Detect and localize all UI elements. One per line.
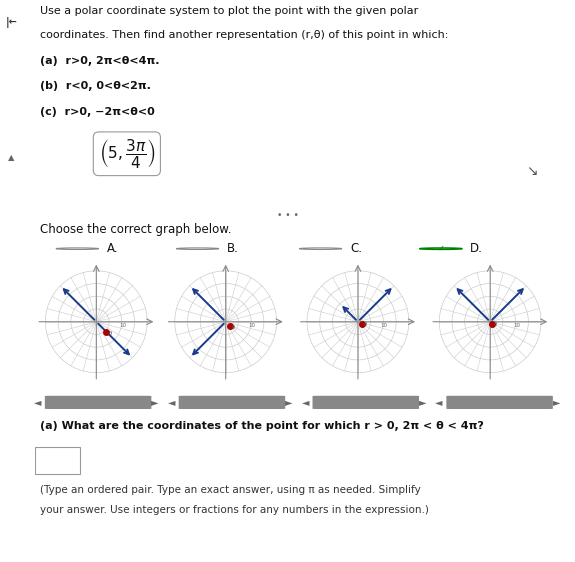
Text: D.: D. bbox=[470, 242, 483, 255]
Text: (a)  r>0, 2π<θ<4π.: (a) r>0, 2π<θ<4π. bbox=[40, 56, 159, 66]
Text: ↘: ↘ bbox=[527, 164, 538, 178]
FancyBboxPatch shape bbox=[45, 396, 151, 409]
Text: θ: θ bbox=[494, 323, 497, 328]
Circle shape bbox=[176, 248, 219, 250]
Text: Use a polar coordinate system to plot the point with the given polar: Use a polar coordinate system to plot th… bbox=[40, 6, 418, 16]
Text: C.: C. bbox=[350, 242, 362, 255]
Text: B.: B. bbox=[227, 242, 239, 255]
Text: A.: A. bbox=[107, 242, 118, 255]
Text: ◄: ◄ bbox=[34, 397, 41, 407]
Text: 10: 10 bbox=[381, 323, 388, 328]
Text: θ: θ bbox=[108, 331, 112, 336]
Text: ◄: ◄ bbox=[168, 397, 175, 407]
Text: (a) What are the coordinates of the point for which r > 0, 2π < θ < 4π?: (a) What are the coordinates of the poin… bbox=[40, 420, 484, 430]
Text: ►: ► bbox=[553, 397, 561, 407]
Text: • • •: • • • bbox=[277, 211, 298, 220]
Text: Choose the correct graph below.: Choose the correct graph below. bbox=[40, 223, 231, 235]
Text: ►: ► bbox=[419, 397, 427, 407]
FancyBboxPatch shape bbox=[34, 447, 80, 474]
Text: ▲: ▲ bbox=[8, 153, 15, 162]
Text: θ: θ bbox=[364, 323, 367, 328]
Text: θ: θ bbox=[232, 325, 235, 330]
Text: coordinates. Then find another representation (r,θ) of this point in which:: coordinates. Then find another represent… bbox=[40, 30, 449, 40]
Text: (c)  r>0, −2π<θ<0: (c) r>0, −2π<θ<0 bbox=[40, 107, 155, 117]
Text: 10: 10 bbox=[513, 323, 520, 328]
Text: ◄: ◄ bbox=[435, 397, 443, 407]
Text: ►: ► bbox=[285, 397, 293, 407]
Text: 10: 10 bbox=[119, 323, 126, 328]
Text: 10: 10 bbox=[248, 323, 255, 328]
Text: your answer. Use integers or fractions for any numbers in the expression.): your answer. Use integers or fractions f… bbox=[40, 505, 429, 515]
Text: $\left(5,\dfrac{3\pi}{4}\right)$: $\left(5,\dfrac{3\pi}{4}\right)$ bbox=[99, 137, 155, 170]
FancyBboxPatch shape bbox=[313, 396, 419, 409]
Text: ►: ► bbox=[151, 397, 159, 407]
Text: ◄: ◄ bbox=[301, 397, 309, 407]
FancyBboxPatch shape bbox=[446, 396, 553, 409]
Text: (b)  r<0, 0<θ<2π.: (b) r<0, 0<θ<2π. bbox=[40, 81, 151, 91]
Circle shape bbox=[299, 248, 342, 250]
Text: ✓: ✓ bbox=[438, 244, 444, 253]
Text: |←: |← bbox=[6, 17, 17, 28]
Text: (Type an ordered pair. Type an exact answer, using π as needed. Simplify: (Type an ordered pair. Type an exact ans… bbox=[40, 484, 420, 495]
Circle shape bbox=[420, 248, 462, 250]
Circle shape bbox=[56, 248, 99, 250]
FancyBboxPatch shape bbox=[179, 396, 285, 409]
